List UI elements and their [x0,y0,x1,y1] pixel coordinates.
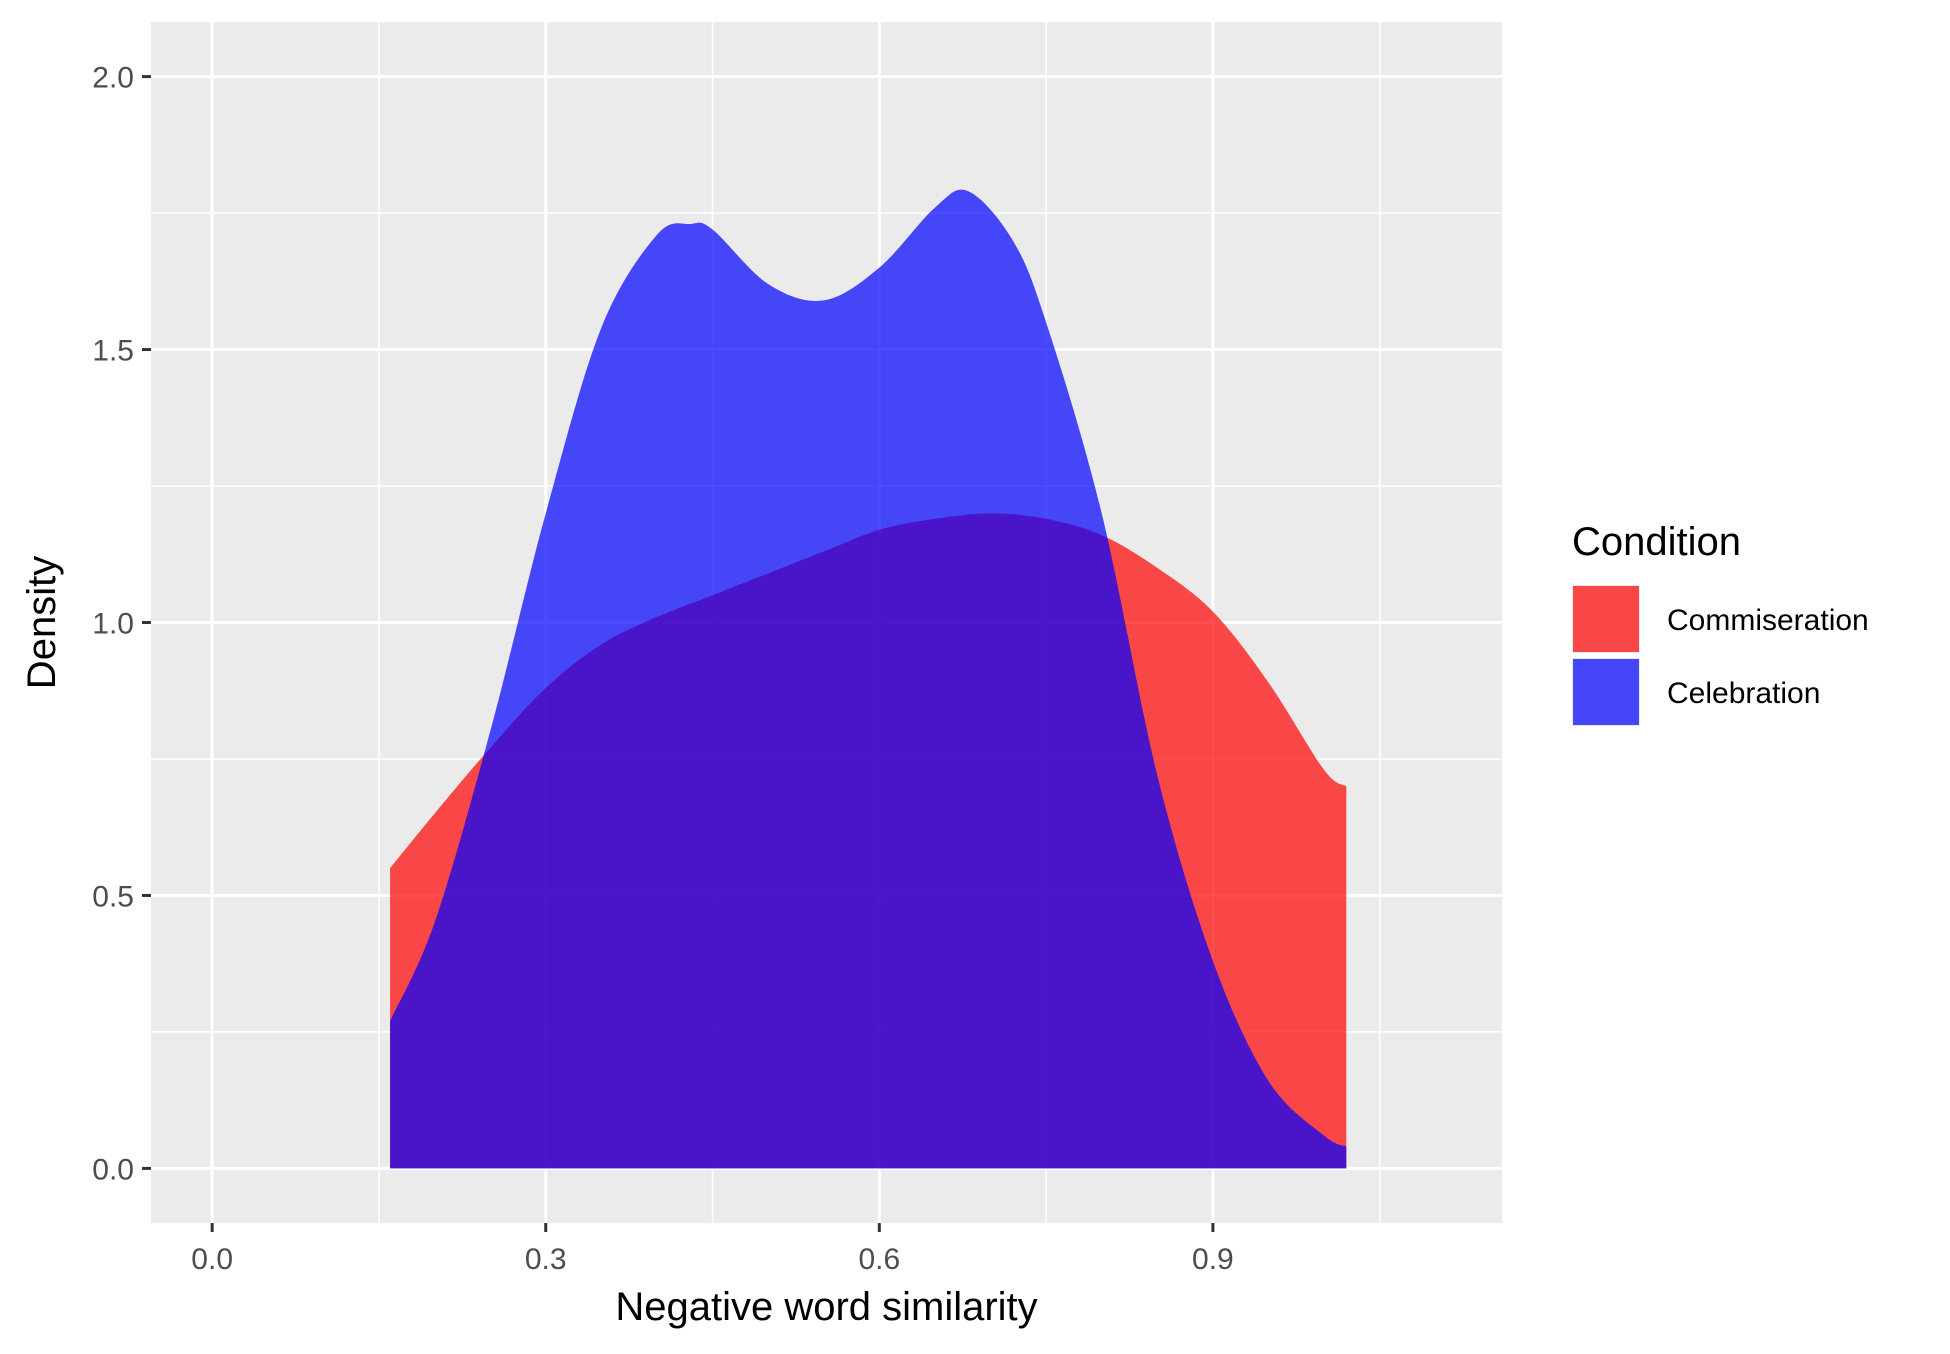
axes: 0.0 0.3 0.6 0.9 0.0 0.5 1.0 1.5 2.0 [92,62,1233,1276]
legend-label-commiseration: Commiseration [1667,604,1869,637]
y-tick-label: 1.0 [92,608,134,641]
y-tick-label: 0.0 [92,1153,134,1186]
density-areas [390,189,1347,1169]
x-axis-title: Negative word similarity [615,1285,1037,1329]
legend-key-celebration [1573,659,1639,725]
x-tick-label: 0.6 [858,1243,900,1276]
y-tick-label: 0.5 [92,880,134,913]
x-tick-label: 0.3 [525,1243,567,1276]
y-tick-label: 2.0 [92,62,134,95]
legend-title: Condition [1572,520,1741,564]
legend-label-celebration: Celebration [1667,677,1820,710]
y-axis-title: Density [20,556,64,689]
x-tick-label: 0.0 [191,1243,233,1276]
density-area-celebration [390,189,1347,1169]
legend-key-commiseration [1573,586,1639,652]
x-tick-label: 0.9 [1192,1243,1234,1276]
y-tick-label: 1.5 [92,335,134,368]
legend: Condition Commiseration Celebration [1572,520,1869,726]
